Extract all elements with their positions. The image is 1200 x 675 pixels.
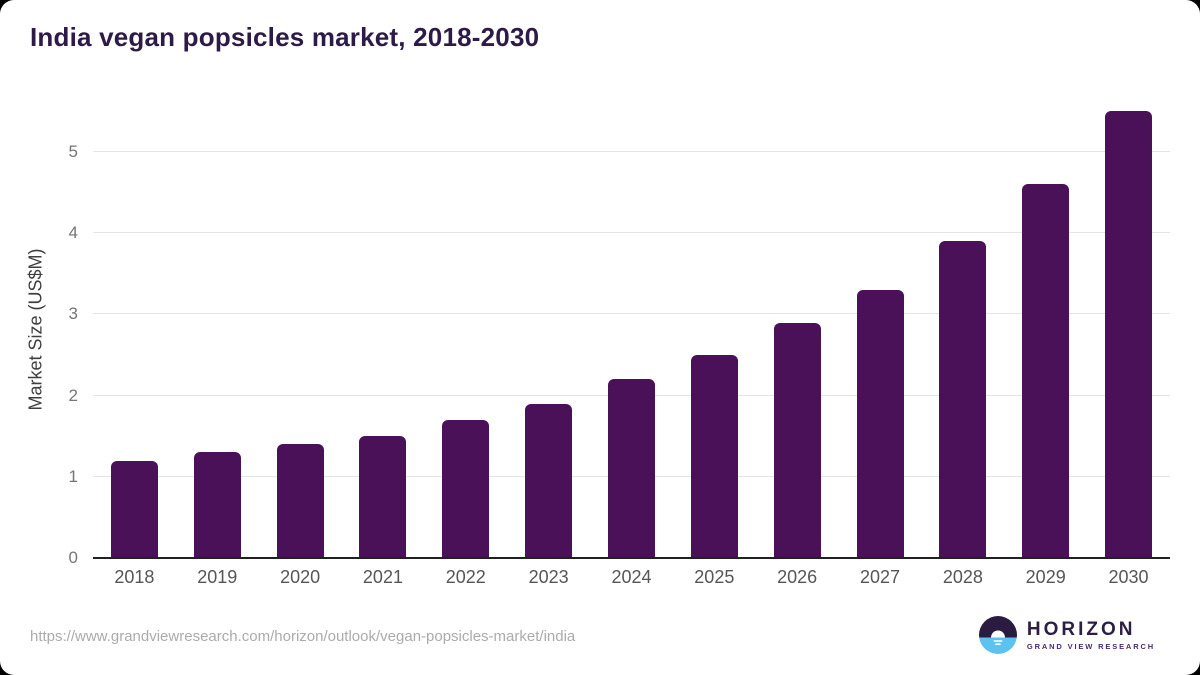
bar-2027 (856, 290, 904, 558)
x-tick-label-2022: 2022 (445, 567, 486, 587)
bar-band-2021 (342, 100, 425, 558)
y-tick-label-4: 4 (68, 223, 78, 243)
bar-band-2026 (756, 100, 839, 558)
bar-2029 (1022, 184, 1070, 558)
x-tick-label-2028: 2028 (942, 567, 983, 587)
brand-logo-text: HORIZON GRAND VIEW RESEARCH (1026, 618, 1155, 651)
bar-band-2023 (507, 100, 590, 558)
bar-band-2029 (1004, 100, 1087, 558)
bar-2022 (442, 419, 490, 558)
gridline-4 (93, 232, 1170, 234)
y-tick-label-0: 0 (68, 548, 78, 567)
bar-band-2018 (93, 100, 176, 558)
x-tick-label-2021: 2021 (362, 567, 403, 587)
sun-icon (990, 630, 1005, 638)
bar-2020 (276, 444, 324, 558)
bar-band-2019 (176, 100, 259, 558)
bar-series (93, 100, 1170, 558)
x-tick-label-2026: 2026 (777, 567, 818, 587)
bar-2026 (773, 322, 821, 558)
x-tick-label-2018: 2018 (114, 567, 155, 587)
bar-band-2025 (673, 100, 756, 558)
y-axis-tick-labels: 0 1 2 3 4 5 (0, 100, 78, 566)
bar-band-2028 (921, 100, 1004, 558)
bar-2021 (359, 436, 407, 558)
x-axis-tick-labels: 2018 2019 2020 2021 2022 2023 2024 2025 2026 2027… (93, 567, 1170, 588)
x-tick-label-2020: 2020 (280, 567, 321, 587)
source-url: https://www.grandviewresearch.com/horizo… (30, 628, 576, 645)
bar-2018 (110, 460, 158, 558)
y-tick-label-2: 2 (68, 385, 78, 405)
horizon-logo-icon (978, 616, 1017, 654)
bar-2025 (690, 355, 738, 558)
x-tick-label-2027: 2027 (859, 567, 901, 587)
y-tick-label-5: 5 (68, 141, 78, 161)
bar-2023 (525, 403, 573, 558)
bar-band-2022 (424, 100, 507, 558)
x-axis-line (93, 557, 1170, 559)
brand-name: HORIZON (1026, 618, 1136, 640)
x-tick-label-2023: 2023 (528, 567, 569, 587)
y-tick-label-1: 1 (68, 466, 78, 486)
x-tick-label-2024: 2024 (611, 567, 652, 587)
bar-2019 (193, 452, 241, 558)
bar-band-2030 (1087, 100, 1170, 558)
brand-logo: HORIZON GRAND VIEW RESEARCH (978, 616, 1155, 654)
gridline-3 (93, 313, 1170, 315)
plot-area (93, 100, 1170, 559)
bar-band-2027 (839, 100, 922, 558)
bar-2028 (939, 241, 987, 558)
x-tick-label-2019: 2019 (197, 567, 238, 587)
x-tick-label-2025: 2025 (694, 567, 735, 587)
brand-subtitle: GRAND VIEW RESEARCH (1026, 641, 1155, 651)
y-tick-label-3: 3 (68, 304, 78, 324)
bar-2030 (1105, 111, 1153, 558)
page-title: India vegan popsicles market, 2018-2030 (30, 22, 540, 52)
bar-band-2020 (259, 100, 342, 558)
x-tick-label-2030: 2030 (1108, 567, 1149, 587)
x-tick-label-2029: 2029 (1025, 567, 1066, 587)
bar-band-2024 (590, 100, 673, 558)
gridline-5 (93, 150, 1170, 152)
bar-2024 (607, 379, 655, 558)
